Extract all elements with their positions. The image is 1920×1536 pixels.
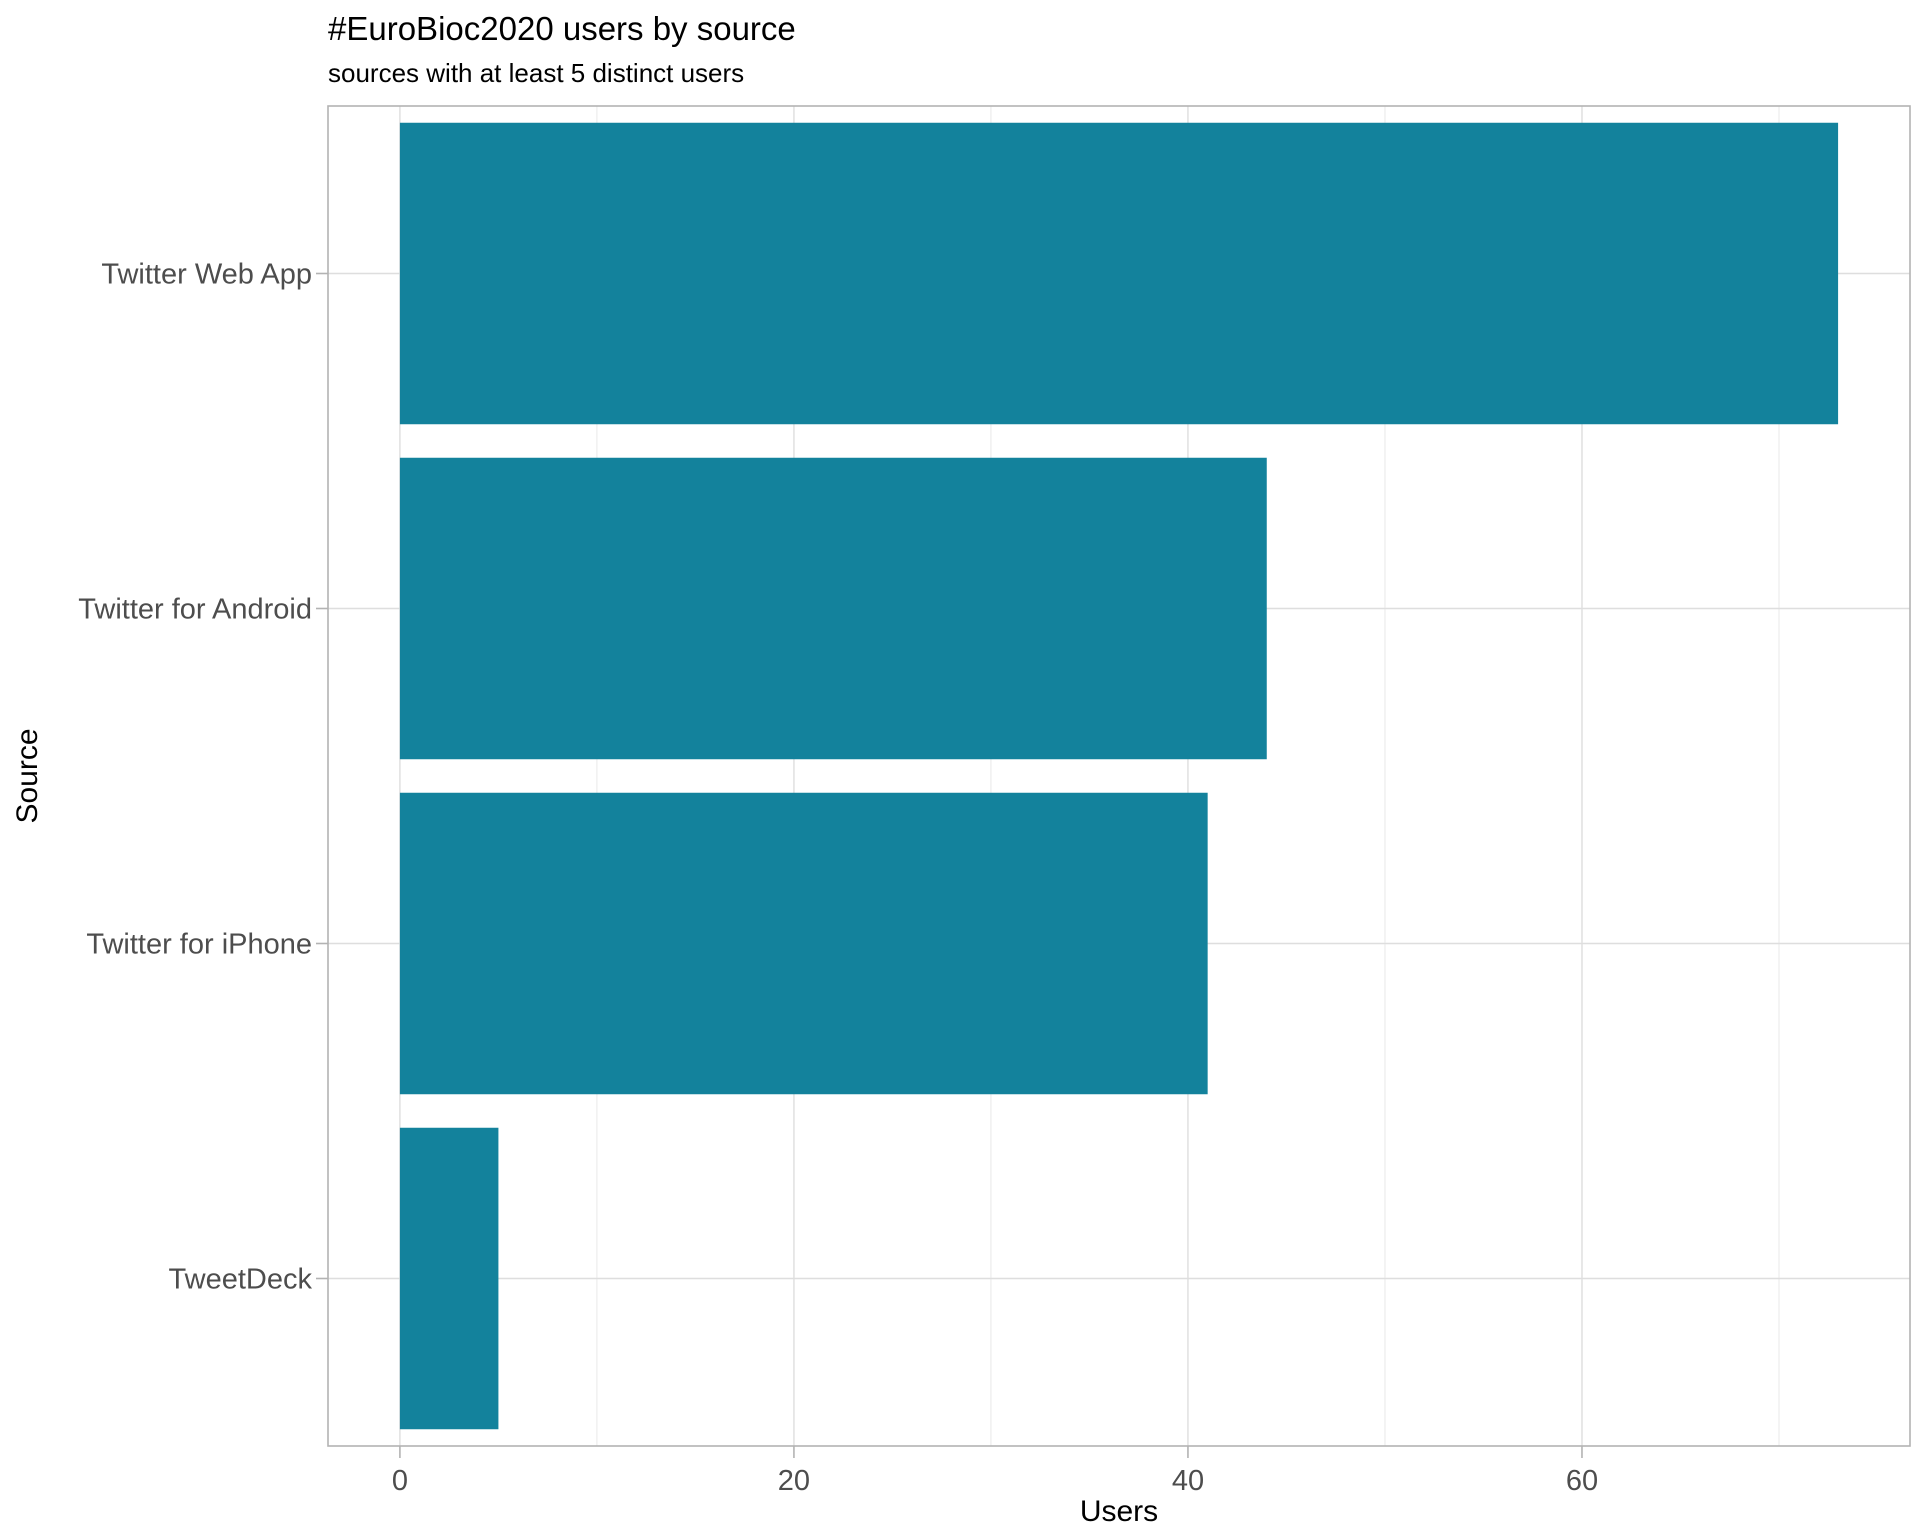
y-axis-title: Source [11,728,44,823]
chart-subtitle: sources with at least 5 distinct users [328,58,744,88]
bar-twitter-for-iphone [399,792,1208,1095]
plot-panel-border [327,105,1911,1447]
y-tick-label: Twitter for iPhone [86,929,312,961]
bars [399,122,1839,1430]
x-tick-label: 20 [778,1465,810,1497]
chart-title: #EuroBioc2020 users by source [328,10,796,47]
x-tick-label: 40 [1172,1465,1204,1497]
y-tick-label: Twitter Web App [101,259,312,291]
x-tick-label: 60 [1566,1465,1598,1497]
bar-twitter-web-app [399,122,1839,425]
x-axis-ticks: 0 20 40 60 [392,1446,1598,1497]
x-tick-label: 0 [392,1465,408,1497]
bar-tweetdeck [399,1127,499,1430]
y-axis-ticks: Twitter Web App Twitter for Android Twitte… [78,259,328,1296]
bar-twitter-for-android [399,457,1267,760]
y-tick-label: TweetDeck [169,1264,313,1296]
y-tick-label: Twitter for Android [78,594,312,626]
x-axis-title: Users [1080,1495,1158,1528]
